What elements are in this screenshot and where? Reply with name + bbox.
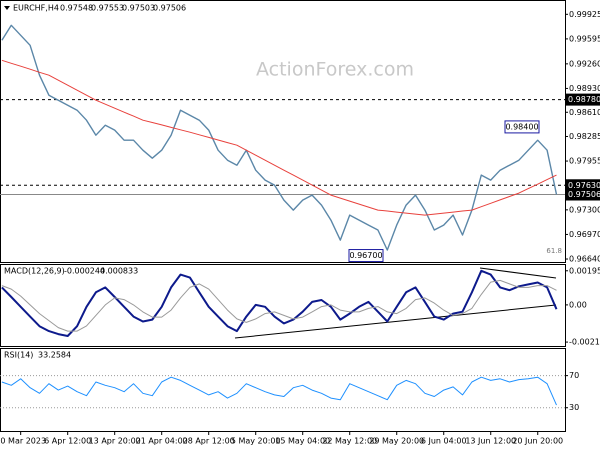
x-tick-label: 6 Apr 12:00 [44, 437, 91, 446]
series-line [1, 24, 558, 251]
y-tick-label: 0.97955 [569, 157, 600, 166]
dropdown-icon [4, 6, 10, 10]
x-tick-label: 29 May 20:00 [369, 437, 424, 446]
y-tick-label: -0.002126 [569, 338, 600, 347]
y-tick-label: 0.99925 [569, 10, 600, 19]
watermark: ActionForex.com [256, 59, 414, 81]
rsi-panel [0, 348, 566, 432]
y-tick-label: 0.97300 [569, 205, 600, 214]
annotation: 0.96700 [349, 251, 382, 260]
price-label: 0.98780 [568, 95, 600, 104]
price-label-box [566, 179, 600, 192]
close-value: 0.97506 [153, 4, 186, 13]
y-tick-label: 0.98610 [569, 108, 600, 117]
series-line [1, 269, 558, 337]
annotation-box [348, 249, 384, 263]
macd-panel [0, 264, 566, 347]
y-tick-label: 0.98930 [569, 84, 600, 93]
x-tick-label: 13 Apr 20:00 [89, 437, 141, 446]
price-label-box [566, 188, 600, 201]
annotation: 0.98400 [505, 122, 538, 131]
y-tick-label: 70 [569, 371, 579, 380]
high-value: 0.97553 [91, 4, 124, 13]
series-line [1, 376, 557, 406]
macd-title: MACD(12,26,9) [4, 267, 65, 276]
y-tick-label: 0.98285 [569, 132, 600, 141]
y-tick-label: 0.96970 [569, 230, 600, 239]
open-value: 0.97548 [60, 4, 93, 13]
price-label: 0.97630 [568, 181, 600, 190]
x-tick-label: 15 May 04:00 [275, 437, 330, 446]
series-line [1, 59, 557, 216]
signal-value: 0.000833 [100, 267, 138, 276]
y-tick-label: 0.99595 [569, 34, 600, 43]
low-value: 0.97503 [122, 4, 155, 13]
trendline [234, 304, 557, 339]
y-tick-label: 0.96640 [569, 255, 600, 264]
annotation-box [504, 120, 540, 134]
price-label-box [566, 93, 600, 106]
rsi-title: RSI(14) [4, 351, 33, 360]
y-tick-label: 30 [569, 403, 579, 412]
x-tick-label: 30 Mar 2023 [0, 437, 46, 446]
fib-label: 61.8 [546, 247, 562, 255]
price-label: 0.97506 [568, 190, 600, 199]
x-tick-label: 28 Apr 12:00 [183, 437, 235, 446]
x-tick-label: 6 Jun 04:00 [421, 437, 467, 446]
x-tick-label: 22 May 12:00 [322, 437, 377, 446]
rsi-value: 33.2584 [38, 351, 71, 360]
y-tick-label: 0.99260 [569, 59, 600, 68]
x-tick-label: 13 Jun 12:00 [465, 437, 516, 446]
x-tick-label: 21 Apr 04:00 [136, 437, 188, 446]
y-tick-label: 0.00 [569, 300, 587, 309]
price-panel [0, 0, 566, 263]
x-tick-label: 20 Jun 20:00 [512, 437, 563, 446]
series-line [1, 279, 557, 332]
x-tick-label: 5 May 20:00 [231, 437, 281, 446]
y-tick-label: 0.00195 [569, 266, 600, 275]
macd-value: -0.000244 [64, 267, 105, 276]
price-title: EURCHF,H4 [13, 4, 59, 13]
trendline [479, 267, 557, 279]
